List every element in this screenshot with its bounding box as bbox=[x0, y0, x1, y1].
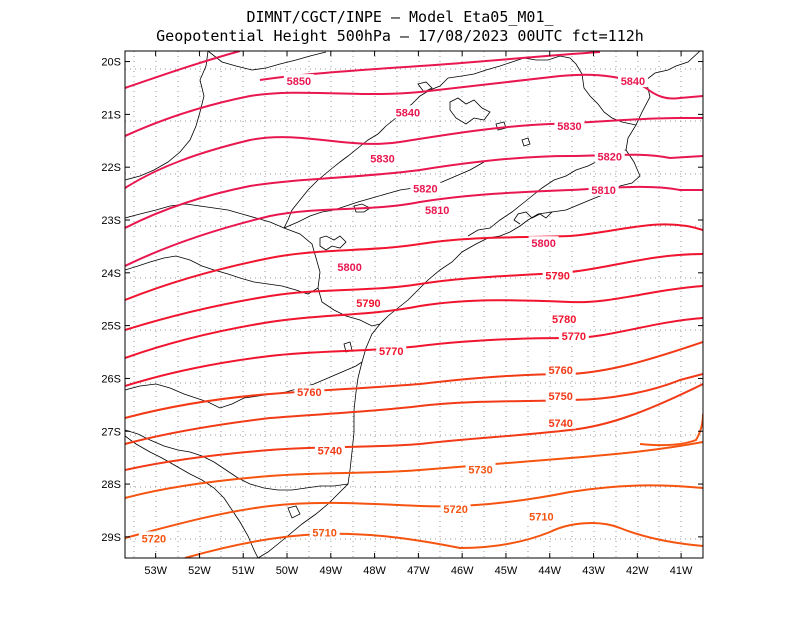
contour-5850 bbox=[125, 51, 241, 89]
contour-label: 5760 bbox=[297, 387, 321, 399]
lat-tick-label: 27S bbox=[101, 426, 121, 438]
contour-label: 5790 bbox=[545, 270, 569, 282]
lon-tick-label: 52W bbox=[188, 565, 211, 577]
contour-label-bg bbox=[617, 74, 648, 88]
contour-label: 5780 bbox=[552, 314, 576, 326]
contour-label: 5730 bbox=[468, 464, 492, 476]
contour-label: 5840 bbox=[621, 76, 645, 88]
contour-5830 bbox=[125, 117, 703, 189]
lon-tick-label: 42W bbox=[626, 565, 649, 577]
contour-label: 5790 bbox=[356, 298, 380, 310]
contour-label: 5720 bbox=[142, 533, 166, 545]
lat-tick-label: 21S bbox=[101, 109, 121, 121]
lon-tick-label: 53W bbox=[144, 565, 167, 577]
contour-label-bg bbox=[440, 501, 471, 515]
contour-label-bg bbox=[465, 462, 496, 476]
contour-label: 5800 bbox=[531, 238, 555, 250]
lat-tick-label: 20S bbox=[101, 57, 121, 69]
contour-label: 5770 bbox=[562, 331, 586, 343]
contour-5800a bbox=[125, 223, 703, 301]
contour-5750 bbox=[125, 373, 703, 445]
contour-label-bg bbox=[545, 362, 576, 376]
contour-5740 bbox=[125, 383, 703, 471]
contour-5720 bbox=[125, 484, 703, 539]
contour-label: 5830 bbox=[370, 154, 394, 166]
contour-label: 5710 bbox=[312, 528, 336, 540]
contour-label: 5840 bbox=[396, 107, 420, 119]
lat-tick-label: 23S bbox=[101, 215, 121, 227]
contour-label-bg bbox=[554, 118, 585, 132]
contour-label: 5810 bbox=[425, 205, 449, 217]
contour-5780 bbox=[125, 285, 703, 359]
contour-label-bg bbox=[334, 260, 365, 274]
contour-label: 5740 bbox=[548, 418, 572, 430]
chart-title-line2: Geopotential Height 500hPa — 17/08/2023 … bbox=[156, 27, 644, 45]
lat-tick-label: 26S bbox=[101, 373, 121, 385]
contour-label: 5810 bbox=[591, 185, 615, 197]
lon-tick-label: 41W bbox=[670, 565, 693, 577]
contour-label-bg bbox=[410, 181, 441, 195]
contour-label-bg bbox=[367, 151, 398, 165]
contour-label-bg bbox=[376, 343, 407, 357]
contour-5730 bbox=[125, 441, 703, 499]
contour-label: 5830 bbox=[557, 121, 581, 133]
contour-label: 5850 bbox=[287, 76, 311, 88]
lat-tick-label: 28S bbox=[101, 479, 121, 491]
contour-label-bg bbox=[314, 443, 345, 457]
contour-label-bg bbox=[549, 311, 580, 325]
lon-tick-label: 49W bbox=[319, 565, 342, 577]
contour-label-bg bbox=[422, 202, 453, 216]
contour-label: 5710 bbox=[529, 511, 553, 523]
contour-label-bg bbox=[528, 236, 559, 250]
contour-5760 bbox=[125, 341, 703, 419]
contour-5710 bbox=[184, 522, 703, 558]
contour-label-bg bbox=[545, 415, 576, 429]
contour-label: 5760 bbox=[548, 365, 572, 377]
contour-label-bg bbox=[526, 509, 557, 523]
lon-tick-label: 44W bbox=[538, 565, 561, 577]
lon-tick-label: 51W bbox=[232, 565, 255, 577]
contour-label: 5750 bbox=[548, 391, 572, 403]
contour-label: 5820 bbox=[597, 152, 621, 164]
lat-tick-label: 29S bbox=[101, 532, 121, 544]
contour-label: 5720 bbox=[443, 504, 467, 516]
lon-tick-label: 45W bbox=[495, 565, 518, 577]
latitude-axis: 20S 21S 22S 23S 24S 25S 26S 27S 28S 29S bbox=[101, 57, 703, 544]
contour-5790 bbox=[125, 253, 703, 331]
contour-label-bg bbox=[588, 182, 619, 196]
contour-5840 bbox=[125, 73, 703, 137]
contour-label: 5800 bbox=[337, 262, 361, 274]
contour-label-bg bbox=[392, 105, 423, 119]
contour-label: 5820 bbox=[413, 183, 437, 195]
contour-label-bg bbox=[542, 268, 573, 282]
contour-label: 5770 bbox=[379, 346, 403, 358]
contour-label: 5740 bbox=[318, 445, 342, 457]
contour-label-bg bbox=[283, 74, 314, 88]
contour-label-bg bbox=[558, 329, 589, 343]
lon-tick-label: 50W bbox=[276, 565, 299, 577]
contour-label-bg bbox=[594, 149, 625, 163]
contour-label-bg bbox=[353, 295, 384, 309]
lat-tick-label: 22S bbox=[101, 162, 121, 174]
lon-tick-label: 43W bbox=[582, 565, 605, 577]
chart-title-line1: DIMNT/CGCT/INPE — Model Eta05_M01_ bbox=[246, 8, 554, 26]
contour-label-bg bbox=[294, 385, 325, 399]
contour-label-bg bbox=[545, 388, 576, 402]
contour-5730b bbox=[639, 413, 703, 447]
contour-label-bg bbox=[138, 531, 169, 545]
contour-5770 bbox=[125, 317, 703, 387]
contour-label-bg bbox=[309, 525, 340, 539]
lon-tick-label: 47W bbox=[407, 565, 430, 577]
lat-tick-label: 24S bbox=[101, 268, 121, 280]
lon-tick-label: 46W bbox=[451, 565, 474, 577]
lon-tick-label: 48W bbox=[363, 565, 386, 577]
longitude-axis: 53W 52W 51W 50W 49W 48W 47W 46W 45W 44W 43W 42W 41W bbox=[144, 51, 693, 577]
contour-labels: 5850 5840 5840 5830 5830 5820 5820 5810 5810 5800… bbox=[138, 74, 648, 545]
lat-tick-label: 25S bbox=[101, 321, 121, 333]
map-frame bbox=[124, 50, 704, 559]
